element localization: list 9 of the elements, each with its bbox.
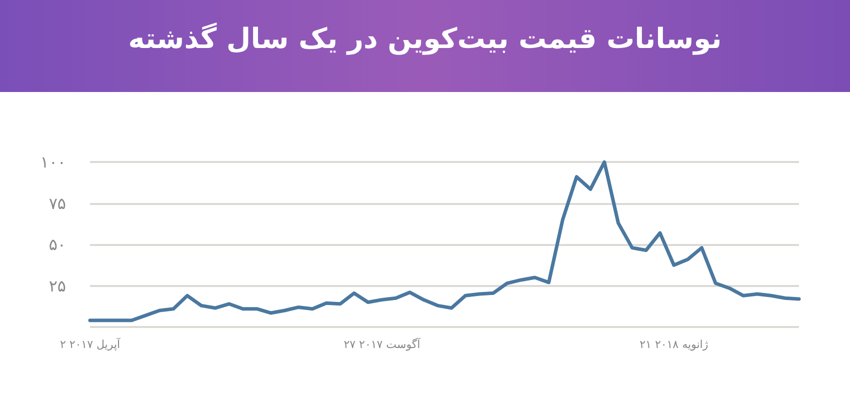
y-tick-label: ۲۵ <box>48 276 66 296</box>
y-tick-label: ۱۰۰ <box>40 152 66 172</box>
line-series <box>88 160 801 322</box>
chart-title: نوسانات قیمت بیت‌کوین در یک سال گذشته <box>128 22 722 55</box>
y-tick-label: ۷۵ <box>48 194 66 213</box>
x-tick-label: ۲۱ ژانویه ۲۰۱۸ <box>640 338 708 351</box>
x-tick-label: ۲ آپریل ۲۰۱۷ <box>60 337 122 351</box>
y-tick-label: ۵۰ <box>48 235 66 254</box>
x-tick-label: ۲۷ آگوست ۲۰۱۷ <box>344 337 422 351</box>
